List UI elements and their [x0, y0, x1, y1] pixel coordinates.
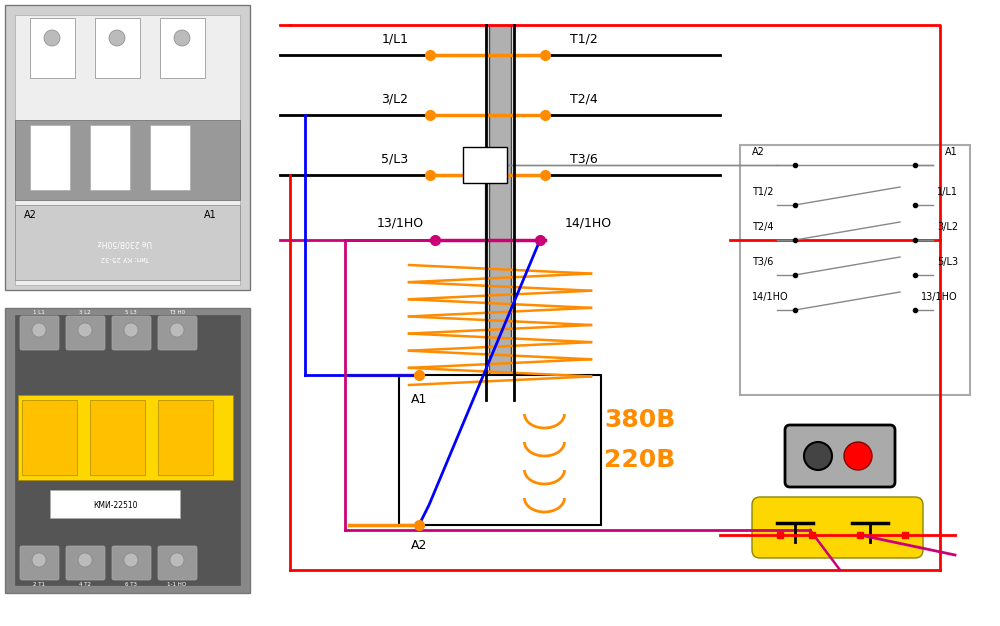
Text: T3/6: T3/6 — [570, 152, 598, 165]
FancyBboxPatch shape — [158, 546, 197, 580]
FancyBboxPatch shape — [66, 546, 105, 580]
Text: T3 H0: T3 H0 — [169, 309, 185, 314]
Text: 14/1HO: 14/1HO — [565, 217, 612, 230]
Text: A1: A1 — [411, 393, 427, 406]
Circle shape — [844, 442, 872, 470]
FancyBboxPatch shape — [158, 316, 197, 350]
Text: 2 T1: 2 T1 — [33, 583, 45, 587]
FancyBboxPatch shape — [30, 125, 70, 190]
FancyBboxPatch shape — [15, 15, 240, 285]
Text: 220В: 220В — [604, 448, 676, 472]
Text: 5/L3: 5/L3 — [937, 257, 958, 267]
FancyBboxPatch shape — [90, 400, 145, 475]
Text: 1/L1: 1/L1 — [937, 187, 958, 197]
FancyBboxPatch shape — [18, 395, 233, 480]
Circle shape — [170, 323, 184, 337]
Text: T1/2: T1/2 — [570, 32, 598, 45]
FancyBboxPatch shape — [15, 315, 240, 585]
Circle shape — [174, 30, 190, 46]
Text: 5/L3: 5/L3 — [381, 152, 409, 165]
Text: 5 L3: 5 L3 — [125, 309, 137, 314]
FancyBboxPatch shape — [160, 18, 205, 78]
Text: 4 T2: 4 T2 — [79, 583, 91, 587]
Circle shape — [124, 553, 138, 567]
Circle shape — [170, 553, 184, 567]
Text: 13/1HO: 13/1HO — [921, 292, 958, 302]
Circle shape — [32, 323, 46, 337]
Text: 3 L2: 3 L2 — [79, 309, 91, 314]
FancyBboxPatch shape — [20, 546, 59, 580]
FancyBboxPatch shape — [112, 546, 151, 580]
Text: 1-1 HO: 1-1 HO — [167, 583, 187, 587]
Text: T1/2: T1/2 — [752, 187, 774, 197]
FancyBboxPatch shape — [112, 316, 151, 350]
Text: T3/6: T3/6 — [752, 257, 773, 267]
Text: 6 T3: 6 T3 — [125, 583, 137, 587]
FancyBboxPatch shape — [50, 490, 180, 518]
Text: 1/L1: 1/L1 — [382, 32, 409, 45]
Text: A2: A2 — [752, 147, 765, 157]
Text: 3/L2: 3/L2 — [382, 92, 409, 105]
Text: 3/L2: 3/L2 — [937, 222, 958, 232]
FancyBboxPatch shape — [40, 225, 210, 270]
Circle shape — [109, 30, 125, 46]
Text: 14/1HO: 14/1HO — [752, 292, 789, 302]
FancyBboxPatch shape — [15, 205, 240, 280]
FancyBboxPatch shape — [785, 425, 895, 487]
Bar — [489, 25, 511, 400]
Circle shape — [804, 442, 832, 470]
Text: T2/4: T2/4 — [752, 222, 774, 232]
Text: КМИ-22510: КМИ-22510 — [93, 501, 137, 510]
FancyBboxPatch shape — [20, 316, 59, 350]
Circle shape — [124, 323, 138, 337]
Text: 13/1HO: 13/1HO — [376, 217, 424, 230]
Text: T2/4: T2/4 — [570, 92, 598, 105]
FancyBboxPatch shape — [5, 5, 250, 290]
Circle shape — [78, 323, 92, 337]
FancyBboxPatch shape — [752, 497, 923, 558]
FancyBboxPatch shape — [15, 120, 240, 200]
FancyBboxPatch shape — [90, 125, 130, 190]
Text: Ue 230В/50Hz: Ue 230В/50Hz — [98, 239, 152, 247]
FancyBboxPatch shape — [158, 400, 213, 475]
Circle shape — [78, 553, 92, 567]
FancyBboxPatch shape — [22, 400, 77, 475]
FancyBboxPatch shape — [95, 18, 140, 78]
Bar — [399, 375, 601, 525]
Text: Тип: КУ 25-32: Тип: КУ 25-32 — [100, 255, 150, 261]
Text: A2: A2 — [411, 539, 427, 552]
Circle shape — [44, 30, 60, 46]
Circle shape — [32, 553, 46, 567]
Text: A1: A1 — [204, 210, 216, 220]
Text: A2: A2 — [24, 210, 36, 220]
FancyBboxPatch shape — [30, 18, 75, 78]
FancyBboxPatch shape — [150, 125, 190, 190]
Text: A1: A1 — [945, 147, 958, 157]
Text: 380В: 380В — [604, 408, 676, 432]
Text: 1 L1: 1 L1 — [33, 309, 45, 314]
FancyBboxPatch shape — [66, 316, 105, 350]
Bar — [740, 145, 970, 395]
Bar — [463, 147, 507, 183]
FancyBboxPatch shape — [5, 308, 250, 593]
